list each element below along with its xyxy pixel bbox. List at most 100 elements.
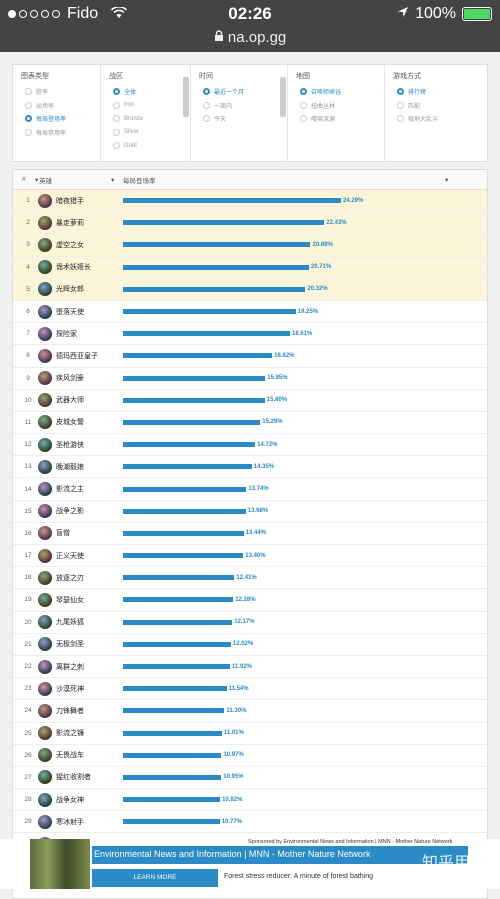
radio-icon[interactable] bbox=[25, 115, 32, 123]
champion-avatar[interactable] bbox=[38, 459, 52, 474]
champion-avatar[interactable] bbox=[38, 348, 52, 363]
filter-option[interactable]: 匹配 bbox=[385, 99, 489, 113]
sort-arrow-icon[interactable]: ▾ bbox=[35, 176, 39, 184]
champion-avatar[interactable] bbox=[38, 526, 52, 541]
champion-avatar[interactable] bbox=[38, 615, 52, 630]
sort-arrow-icon[interactable]: ▾ bbox=[445, 176, 449, 184]
table-row[interactable]: 5 光辉女郎 20.32% bbox=[13, 278, 487, 301]
table-row[interactable]: 11 皮城女警 15.29% bbox=[13, 412, 487, 435]
champion-avatar[interactable] bbox=[38, 237, 52, 252]
champion-name[interactable]: 盲僧 bbox=[56, 530, 70, 538]
champion-avatar[interactable] bbox=[38, 504, 52, 519]
champion-avatar[interactable] bbox=[38, 393, 52, 408]
table-row[interactable]: 24 刀锋舞者 11.30% bbox=[13, 700, 487, 723]
champion-name[interactable]: 探险家 bbox=[56, 330, 77, 338]
champion-name[interactable]: 圣枪游侠 bbox=[56, 441, 84, 449]
ad-banner[interactable]: Sponsored by Environmental News and Info… bbox=[0, 839, 500, 889]
filter-option[interactable]: Iron bbox=[101, 99, 190, 113]
table-row[interactable]: 8 德玛西亚皇子 16.62% bbox=[13, 345, 487, 368]
table-row[interactable]: 7 探险家 18.61% bbox=[13, 323, 487, 346]
ad-subtitle[interactable]: Forest stress reducer: A minute of fores… bbox=[224, 873, 374, 880]
filter-option[interactable]: 扭曲丛林 bbox=[288, 99, 384, 113]
radio-icon[interactable] bbox=[113, 142, 120, 150]
filter-option[interactable]: 极地大乱斗 bbox=[385, 112, 489, 126]
filter-option[interactable]: Gold bbox=[101, 139, 190, 153]
table-row[interactable]: 28 战争女神 10.82% bbox=[13, 789, 487, 812]
radio-icon[interactable] bbox=[397, 115, 404, 123]
filter-option[interactable]: 嚎哭深渊 bbox=[288, 112, 384, 126]
champion-avatar[interactable] bbox=[38, 792, 52, 807]
radio-icon[interactable] bbox=[113, 101, 120, 109]
table-row[interactable]: 6 堕落天使 19.25% bbox=[13, 301, 487, 324]
radio-icon[interactable] bbox=[300, 101, 307, 109]
filter-scrollbar[interactable] bbox=[183, 77, 189, 117]
filter-option[interactable]: 一周内 bbox=[191, 99, 287, 113]
table-row[interactable]: 10 武器大师 15.80% bbox=[13, 390, 487, 412]
champion-avatar[interactable] bbox=[38, 304, 52, 319]
table-row[interactable]: 1 暗夜猎手 24.29% bbox=[13, 190, 487, 213]
champion-avatar[interactable] bbox=[38, 592, 52, 607]
champion-name[interactable]: 战争之影 bbox=[56, 508, 84, 516]
champion-name[interactable]: 堕落天使 bbox=[56, 308, 84, 316]
radio-icon[interactable] bbox=[203, 88, 210, 96]
champion-name[interactable]: 德玛西亚皇子 bbox=[56, 352, 98, 360]
radio-icon[interactable] bbox=[397, 88, 404, 96]
champion-name[interactable]: 正义天使 bbox=[56, 552, 84, 560]
radio-icon[interactable] bbox=[113, 115, 120, 123]
table-row[interactable]: 13 晚潮毅娘 14.35% bbox=[13, 456, 487, 479]
table-row[interactable]: 3 虚空之女 20.89% bbox=[13, 234, 487, 257]
champion-avatar[interactable] bbox=[38, 193, 52, 208]
champion-name[interactable]: 虚空之女 bbox=[56, 241, 84, 249]
champion-name[interactable]: 无畏战车 bbox=[56, 752, 84, 760]
filter-option[interactable]: 今天 bbox=[191, 112, 287, 126]
champion-name[interactable]: 刀锋舞者 bbox=[56, 707, 84, 715]
champion-avatar[interactable] bbox=[38, 681, 52, 696]
table-row[interactable]: 25 影流之镰 11.01% bbox=[13, 723, 487, 745]
champion-name[interactable]: 暗夜猎手 bbox=[56, 197, 84, 205]
champion-name[interactable]: 晚潮毅娘 bbox=[56, 463, 84, 471]
champion-name[interactable]: 战争女神 bbox=[56, 796, 84, 804]
champion-name[interactable]: 武器大师 bbox=[56, 397, 84, 405]
table-row[interactable]: 18 放逐之刃 12.41% bbox=[13, 567, 487, 590]
table-row[interactable]: 14 影流之主 13.74% bbox=[13, 478, 487, 501]
radio-icon[interactable] bbox=[25, 88, 32, 96]
champion-name[interactable]: 诡术妖姬长 bbox=[56, 264, 91, 272]
table-row[interactable]: 15 战争之影 13.68% bbox=[13, 501, 487, 523]
champion-name[interactable]: 寒冰射手 bbox=[56, 818, 84, 826]
filter-option[interactable]: 胜率 bbox=[13, 85, 100, 99]
sort-arrow-icon[interactable]: ▾ bbox=[111, 176, 115, 184]
champion-avatar[interactable] bbox=[38, 326, 52, 341]
filter-option[interactable]: 每局登场率 bbox=[13, 112, 100, 126]
filter-option[interactable]: 每局禁用率 bbox=[13, 126, 100, 140]
champion-name[interactable]: 琴瑟仙女 bbox=[56, 596, 84, 604]
filter-option[interactable]: 全体 bbox=[101, 85, 190, 99]
champion-avatar[interactable] bbox=[38, 770, 52, 785]
champion-avatar[interactable] bbox=[38, 703, 52, 718]
champion-name[interactable]: 影流之主 bbox=[56, 486, 84, 494]
radio-icon[interactable] bbox=[300, 88, 307, 96]
table-row[interactable]: 2 暴走萝莉 22.43% bbox=[13, 212, 487, 235]
champion-name[interactable]: 影流之镰 bbox=[56, 730, 84, 738]
rate-header[interactable]: 每局登场率 bbox=[123, 177, 156, 185]
champion-avatar[interactable] bbox=[38, 726, 52, 741]
champion-avatar[interactable] bbox=[38, 415, 52, 430]
table-row[interactable]: 9 疾风剑豪 15.85% bbox=[13, 368, 487, 390]
filter-scrollbar[interactable] bbox=[280, 77, 286, 117]
filter-option[interactable]: 召唤师峡谷 bbox=[288, 85, 384, 99]
ad-forest-image[interactable] bbox=[30, 839, 90, 889]
address-bar[interactable]: na.op.gg bbox=[0, 29, 500, 46]
champion-name[interactable]: 皮城女警 bbox=[56, 419, 84, 427]
table-row[interactable]: 4 诡术妖姬长 20.71% bbox=[13, 256, 487, 279]
champion-avatar[interactable] bbox=[38, 371, 52, 386]
radio-icon[interactable] bbox=[203, 115, 210, 123]
table-row[interactable]: 29 寒冰射手 10.77% bbox=[13, 811, 487, 834]
table-row[interactable]: 22 离群之刺 11.92% bbox=[13, 656, 487, 679]
ad-learn-more-button[interactable]: LEARN MORE bbox=[92, 869, 218, 887]
champion-name[interactable]: 光辉女郎 bbox=[56, 286, 84, 294]
champion-header[interactable]: 英雄 bbox=[39, 177, 52, 185]
table-row[interactable]: 12 圣枪游侠 14.72% bbox=[13, 434, 487, 457]
champion-avatar[interactable] bbox=[38, 215, 52, 230]
radio-icon[interactable] bbox=[397, 101, 404, 109]
ad-title[interactable]: Environmental News and Information | MNN… bbox=[92, 846, 468, 864]
radio-icon[interactable] bbox=[25, 101, 32, 109]
